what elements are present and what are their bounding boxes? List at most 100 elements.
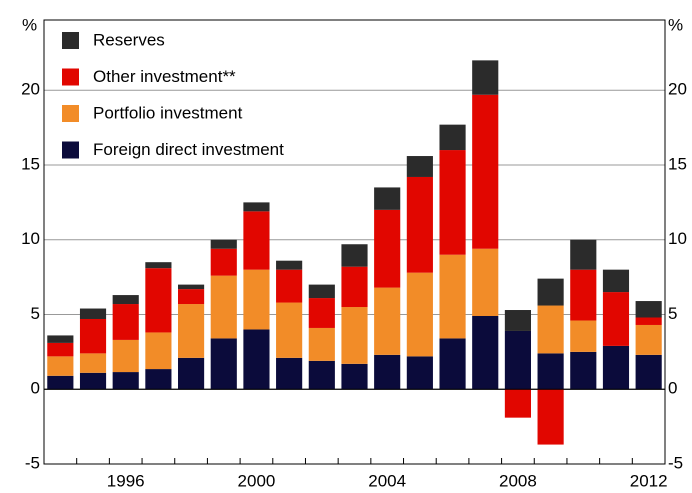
bar-segment: [472, 248, 499, 316]
bar-segment: [178, 357, 205, 390]
bar-segment: [276, 260, 303, 270]
bar-segment: [308, 360, 335, 390]
bar-segment: [276, 357, 303, 390]
bar-segment: [570, 269, 597, 321]
y-tick-label-right: 0: [668, 379, 677, 398]
bar-segment: [47, 342, 74, 357]
bar-segment: [276, 302, 303, 358]
bar-segment: [341, 244, 368, 267]
bar-segment: [472, 94, 499, 249]
legend-swatch: [62, 68, 79, 86]
bar-segment: [145, 268, 172, 333]
y-tick-label-right: -5: [668, 453, 683, 472]
x-tick-label: 2004: [368, 471, 406, 490]
bar-segment: [602, 269, 630, 293]
y-tick-label: 15: [21, 154, 40, 173]
bar-segment: [210, 239, 237, 249]
bar-segment: [79, 353, 107, 373]
bar-segment: [504, 310, 531, 331]
bar-segment: [635, 317, 662, 325]
x-tick-label: 2008: [499, 471, 537, 490]
y-tick-label: 0: [31, 379, 40, 398]
bar-segment: [79, 318, 107, 354]
bar-segment: [112, 304, 139, 340]
bar-segment: [635, 354, 662, 390]
bar-segment: [243, 211, 270, 270]
bar-segment: [570, 239, 597, 270]
bar-segment: [504, 389, 531, 418]
bar-segment: [79, 372, 107, 390]
bar-segment: [79, 308, 107, 319]
bar-segment: [570, 351, 597, 390]
x-tick-label: 2012: [630, 471, 668, 490]
bar-segment: [210, 275, 237, 339]
bar-segment: [145, 332, 172, 370]
bar-segment: [472, 316, 499, 390]
y-tick-label-right: 10: [668, 229, 687, 248]
bar-segment: [47, 335, 74, 343]
bar-segment: [276, 269, 303, 303]
bar-segment: [374, 209, 401, 288]
bar-segment: [406, 176, 433, 273]
legend-label: Other investment**: [93, 67, 236, 86]
y-tick-label-right: 20: [668, 80, 687, 99]
x-tick-label: 1996: [107, 471, 145, 490]
bar-segment: [439, 254, 466, 339]
y-tick-label: 5: [31, 304, 40, 323]
y-tick-label: -5: [25, 453, 40, 472]
bar-segment: [602, 292, 630, 346]
bar-segment: [210, 248, 237, 276]
bar-segment: [504, 330, 531, 390]
y-tick-label: 20: [21, 80, 40, 99]
bar-segment: [537, 389, 564, 445]
y-tick-label-right: 5: [668, 304, 677, 323]
bar-segment: [635, 324, 662, 355]
bar-segment: [243, 202, 270, 212]
bar-segment: [47, 375, 74, 390]
bar-segment: [602, 345, 630, 390]
bar-segment: [112, 372, 139, 390]
bar-segment: [635, 301, 662, 318]
bar-segment: [145, 262, 172, 269]
bar-segment: [537, 305, 564, 354]
y-tick-label: 10: [21, 229, 40, 248]
bar-segment: [570, 320, 597, 352]
bar-segment: [308, 327, 335, 361]
bar-segment: [374, 187, 401, 210]
legend-swatch: [62, 141, 79, 159]
bar-segment: [439, 150, 466, 255]
legend: Reserves Other investment** Portfolio inve…: [62, 30, 284, 159]
bar-segment: [145, 369, 172, 390]
bar-segment: [112, 295, 139, 305]
plot-frame: [43, 19, 666, 465]
bar-segment: [537, 278, 564, 306]
bar-segment: [178, 284, 205, 290]
bar-segment: [178, 304, 205, 358]
bar-segment: [406, 356, 433, 390]
bar-segment: [178, 289, 205, 305]
bar-segment: [341, 266, 368, 308]
legend-label: Portfolio investment: [93, 103, 243, 122]
bar-segment: [537, 353, 564, 390]
bar-segment: [308, 298, 335, 328]
legend-swatch: [62, 32, 79, 49]
bar-segment: [439, 338, 466, 390]
bar-segment: [374, 287, 401, 355]
bar-segment: [341, 363, 368, 390]
bar-segment: [243, 329, 270, 390]
bar-segment: [374, 354, 401, 390]
x-tick-label: 2000: [238, 471, 276, 490]
legend-label: Reserves: [93, 30, 165, 49]
bar-segment: [112, 339, 139, 373]
bar-segment: [243, 269, 270, 330]
bar-segment: [406, 272, 433, 357]
bar-segment: [210, 338, 237, 390]
bar-segment: [406, 156, 433, 177]
bar-segment: [47, 356, 74, 376]
y-tick-label-right: 15: [668, 154, 687, 173]
y-unit-right: %: [668, 15, 683, 34]
bar-segment: [308, 284, 335, 299]
legend-label: Foreign direct investment: [93, 140, 284, 159]
bar-segment: [341, 307, 368, 364]
